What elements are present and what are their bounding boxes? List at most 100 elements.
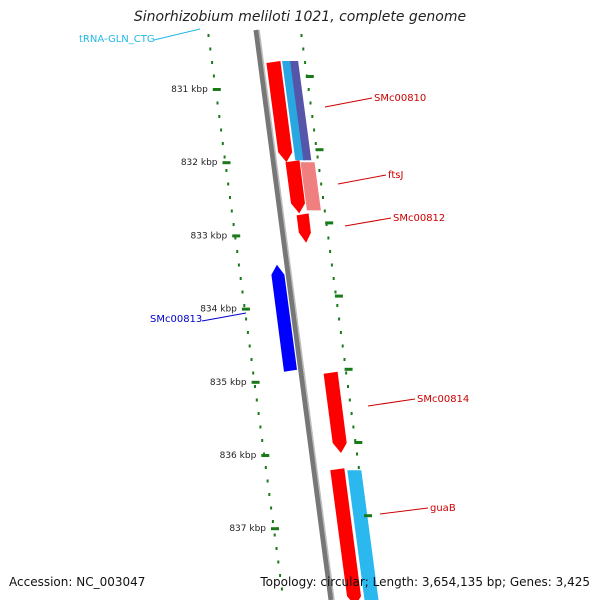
tick-label: 833 kbp xyxy=(191,231,228,241)
backbone-highlight xyxy=(258,29,335,600)
feature-smc00813-label: SMc00813 xyxy=(150,314,202,325)
feature-trna-gln-ctg-label: tRNA-GLN_CTG xyxy=(79,34,155,45)
cds-block-smc00813 xyxy=(271,264,297,372)
track-bar-cyan xyxy=(282,61,306,161)
tick-label: 831 kbp xyxy=(171,85,208,95)
major-tick-outer xyxy=(364,514,372,518)
minor-tick xyxy=(330,263,333,267)
cds-block-guab xyxy=(330,468,361,600)
cds-block-smc00814 xyxy=(323,371,347,453)
minor-tick xyxy=(264,466,267,469)
major-tick-inner xyxy=(222,161,231,165)
minor-tick xyxy=(350,412,353,415)
minor-tick xyxy=(357,466,360,469)
minor-tick xyxy=(275,547,278,550)
cds-block-smc00810 xyxy=(266,61,293,163)
minor-tick xyxy=(338,317,341,321)
minor-tick xyxy=(354,439,357,442)
minor-tick xyxy=(255,398,258,402)
feature-trna-gln-ctg-leader xyxy=(153,28,201,41)
minor-tick xyxy=(223,155,226,159)
major-tick-outer xyxy=(334,294,343,298)
minor-tick xyxy=(245,317,248,321)
tick-label: 832 kbp xyxy=(181,158,218,168)
minor-tick xyxy=(236,250,239,253)
minor-tick xyxy=(318,169,321,172)
minor-tick xyxy=(270,506,273,510)
minor-tick xyxy=(259,425,262,429)
minor-tick xyxy=(250,358,253,361)
minor-tick xyxy=(345,371,348,375)
minor-tick xyxy=(252,371,255,375)
feature-guab-leader xyxy=(379,507,429,515)
map-title: Sinorhizobium meliloti 1021, complete ge… xyxy=(133,9,467,25)
feature-ftsj-leader xyxy=(337,174,387,185)
minor-tick xyxy=(246,331,249,334)
minor-tick xyxy=(234,236,237,240)
minor-tick xyxy=(268,493,271,496)
minor-tick xyxy=(237,263,240,267)
minor-tick xyxy=(207,34,210,37)
major-tick-inner xyxy=(232,234,241,238)
major-tick-inner xyxy=(251,380,260,384)
backbone xyxy=(253,29,335,600)
feature-ftsj-label: ftsJ xyxy=(388,170,403,181)
minor-tick xyxy=(225,169,228,172)
minor-tick xyxy=(348,398,351,402)
track-bar-cyan-2 xyxy=(347,470,379,600)
major-tick-outer xyxy=(354,441,363,444)
major-tick-inner xyxy=(271,527,279,531)
feature-smc00813-leader xyxy=(201,312,247,322)
minor-tick xyxy=(216,101,219,105)
feature-smc00812-label: SMc00812 xyxy=(393,213,445,224)
minor-tick xyxy=(241,290,244,294)
minor-tick xyxy=(307,88,310,91)
feature-guab-label: guaB xyxy=(430,503,456,514)
minor-tick xyxy=(239,277,242,280)
minor-tick xyxy=(320,182,323,186)
minor-tick xyxy=(261,439,264,442)
minor-tick xyxy=(336,304,339,307)
major-tick-inner xyxy=(212,88,221,91)
minor-tick xyxy=(229,196,231,199)
minor-tick xyxy=(313,128,316,132)
minor-tick xyxy=(304,61,307,64)
backbone-line xyxy=(253,29,334,600)
accession-text: Accession: NC_003047 xyxy=(9,575,146,589)
minor-tick xyxy=(316,155,319,159)
topology-text: Topology: circular; Length: 3,654,135 bp… xyxy=(260,575,590,589)
minor-tick xyxy=(280,587,283,591)
minor-tick xyxy=(314,142,317,145)
minor-tick xyxy=(266,479,269,483)
tick-label: 834 kbp xyxy=(200,305,237,315)
cds-block-ftsj xyxy=(285,160,305,214)
feature-smc00810-leader xyxy=(324,97,373,108)
minor-tick xyxy=(209,47,212,51)
minor-tick xyxy=(279,574,282,577)
minor-tick xyxy=(218,115,221,118)
feature-blocks xyxy=(266,61,379,600)
tick-labels: 831 kbp 832 kbp 833 kbp 834 kbp 835 kbp 836 k… xyxy=(171,75,372,534)
track-bar-purple xyxy=(290,61,312,161)
minor-tick xyxy=(309,101,312,105)
track-bar-pink xyxy=(300,162,321,211)
major-tick-outer xyxy=(305,75,314,78)
major-tick-outer xyxy=(344,367,353,371)
minor-tick xyxy=(327,236,330,240)
minor-tick xyxy=(300,34,303,37)
feature-smc00810-label: SMc00810 xyxy=(374,93,426,104)
cds-block-smc00812 xyxy=(296,213,311,243)
minor-tick xyxy=(273,533,276,537)
minor-tick xyxy=(248,344,251,348)
minor-tick xyxy=(356,452,358,456)
minor-tick xyxy=(227,182,230,186)
minor-tick xyxy=(311,115,314,118)
minor-tick xyxy=(334,290,337,294)
minor-tick xyxy=(343,358,346,361)
minor-tick xyxy=(220,128,223,132)
minor-tick xyxy=(323,209,326,213)
minor-tick xyxy=(211,61,214,64)
major-tick-outer xyxy=(315,148,324,152)
feature-smc00814-leader xyxy=(367,398,416,407)
